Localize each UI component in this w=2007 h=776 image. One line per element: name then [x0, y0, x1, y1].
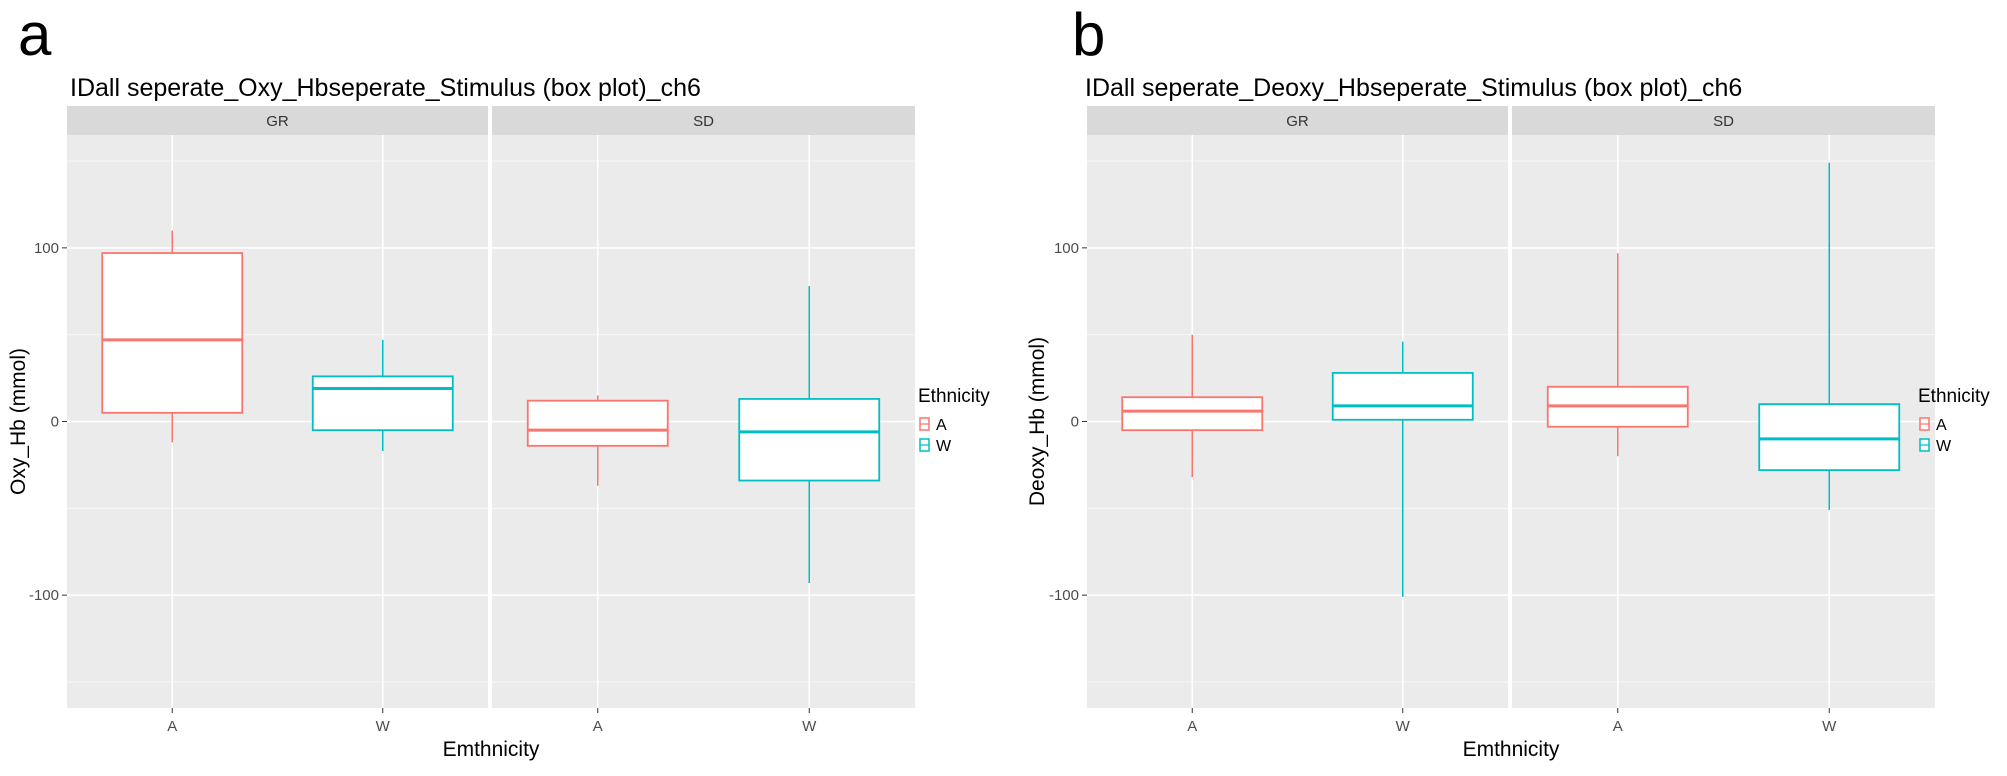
facet-strip: [67, 106, 488, 135]
legend: Ethnicity AW: [1918, 386, 1990, 455]
facet-strip-label: SD: [693, 113, 714, 130]
box-iqr: [101, 252, 244, 414]
box-iqr: [738, 398, 881, 482]
facet-strip-label: GR: [266, 113, 289, 130]
box-w: [738, 286, 881, 583]
legend-label-w: W: [936, 438, 952, 455]
facet-gr: GR A W: [1087, 106, 1508, 735]
box-a: [101, 230, 244, 443]
y-tick-label: 100: [34, 240, 59, 257]
facet-strip: [1087, 106, 1508, 135]
x-tick-label: W: [802, 718, 817, 735]
legend-label-w: W: [1936, 438, 1952, 455]
facet-gr: GR A W: [67, 106, 488, 735]
chart-panel-b: b IDall seperate_Deoxy_Hbseperate_Stimulu…: [1026, 1, 1990, 761]
y-tick-label: -100: [1049, 587, 1079, 604]
chart-panel-a: a IDall seperate_Oxy_Hbseperate_Stimulus …: [7, 1, 990, 761]
y-axis-title: Deoxy_Hb (mmol): [1026, 337, 1049, 506]
facet-strip-label: GR: [1286, 113, 1309, 130]
x-tick-label: W: [1396, 718, 1411, 735]
legend-label-a: A: [936, 417, 947, 434]
box-w: [1758, 162, 1901, 511]
x-tick-label: A: [593, 718, 603, 735]
y-tick-label: 0: [51, 414, 59, 431]
y-axis-title: Oxy_Hb (mmol): [7, 348, 30, 495]
x-tick-label: W: [376, 718, 391, 735]
x-tick-label: W: [1822, 718, 1837, 735]
facet-strip-label: SD: [1713, 113, 1734, 130]
x-axis-title: Emthnicity: [1463, 738, 1560, 761]
box-a: [1121, 334, 1264, 478]
legend-label-a: A: [1936, 417, 1947, 434]
panel-letter: a: [18, 1, 52, 68]
box-w: [311, 339, 454, 452]
box-a: [1546, 253, 1689, 457]
facet-sd: SD A W: [1512, 106, 1935, 735]
facet-sd: SD A W: [492, 106, 915, 735]
y-tick-label: 100: [1054, 240, 1079, 257]
legend-title: Ethnicity: [918, 386, 990, 407]
box-w: [1331, 341, 1474, 597]
panel-letter: b: [1072, 1, 1105, 68]
legend-title: Ethnicity: [1918, 386, 1990, 407]
legend: Ethnicity AW: [918, 386, 990, 455]
chart-title: IDall seperate_Oxy_Hbseperate_Stimulus (…: [70, 74, 701, 102]
y-tick-label: -100: [29, 587, 59, 604]
facet-strip: [1512, 106, 1935, 135]
box-iqr: [1758, 403, 1901, 472]
chart-title: IDall seperate_Deoxy_Hbseperate_Stimulus…: [1085, 74, 1742, 102]
x-tick-label: A: [1613, 718, 1623, 735]
y-tick-label: 0: [1071, 414, 1079, 431]
box-iqr: [1331, 371, 1474, 421]
box-a: [526, 395, 669, 486]
x-tick-label: A: [167, 718, 177, 735]
x-axis-title: Emthnicity: [443, 738, 540, 761]
box-iqr: [311, 375, 454, 432]
x-tick-label: A: [1187, 718, 1197, 735]
facet-strip: [492, 106, 915, 135]
box-iqr: [526, 399, 669, 447]
box-iqr: [1121, 396, 1264, 432]
